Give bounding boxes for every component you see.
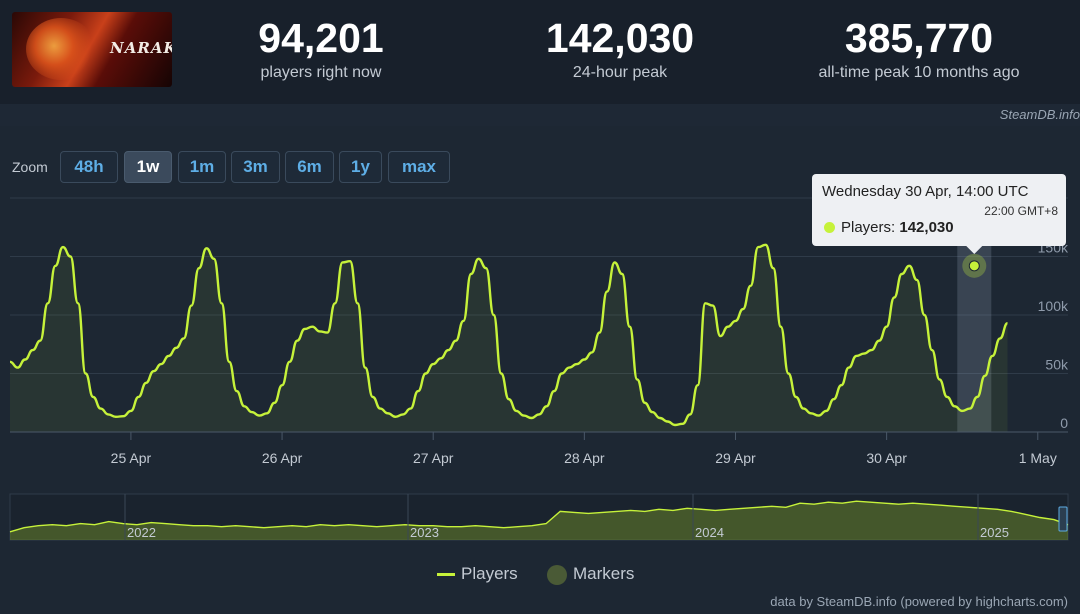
navigator-line xyxy=(9,500,1069,533)
zoom-48h-button[interactable]: 48h xyxy=(60,151,118,183)
navigator-year-label: 2024 xyxy=(695,525,724,540)
players-line[interactable] xyxy=(9,243,1009,427)
stat-value: 385,770 xyxy=(844,15,994,61)
navigator-handle xyxy=(1058,506,1068,532)
x-axis: 25 Apr 26 Apr 27 Apr 28 Apr 29 Apr 30 Apr 1 Ma… xyxy=(10,431,1068,466)
stat-value: 94,201 xyxy=(258,15,384,61)
zoom-label: Zoom xyxy=(12,159,48,175)
zoom-1w-button[interactable]: 1w xyxy=(124,151,172,183)
header: NARAKA 94,201 players right now 142,030 … xyxy=(0,0,1080,104)
logo-artwork xyxy=(26,18,96,80)
x-tick-label: 28 Apr xyxy=(564,450,605,466)
zoom-3m-button[interactable]: 3m xyxy=(231,151,280,183)
navigator-year-label: 2023 xyxy=(410,525,439,540)
legend: Players Markers xyxy=(0,562,1080,588)
tooltip-series-dot xyxy=(824,222,835,233)
steamdb-credit[interactable]: SteamDB.info xyxy=(999,107,1080,122)
stat-label: players right now xyxy=(260,64,382,81)
x-tick-label: 25 Apr xyxy=(111,450,152,466)
zoom-1y-button[interactable]: 1y xyxy=(339,151,382,183)
x-tick-label: 26 Apr xyxy=(262,450,303,466)
tooltip-value: 142,030 xyxy=(899,219,954,236)
chart-credit[interactable]: data by SteamDB.info (powered by highcha… xyxy=(770,594,1068,609)
stat-value: 142,030 xyxy=(545,15,695,61)
navigator-background xyxy=(9,493,1069,541)
y-tick-label: 100k xyxy=(1038,298,1069,314)
y-tick-label: 0 xyxy=(1060,415,1068,431)
stat-24h-peak: 142,030 24-hour peak xyxy=(470,14,770,82)
tooltip-date: Wednesday 30 Apr, 14:00 UTC xyxy=(822,183,1029,200)
stat-all-time-peak: 385,770 all-time peak 10 months ago xyxy=(769,14,1069,82)
stat-label: all-time peak 10 months ago xyxy=(818,64,1020,81)
logo-text: NARAKA xyxy=(110,39,172,57)
tooltip-pointer xyxy=(966,246,983,254)
navigator-year-label: 2025 xyxy=(980,525,1009,540)
navigator-year-label: 2022 xyxy=(127,525,156,540)
game-logo[interactable]: NARAKA xyxy=(12,12,172,87)
y-tick-label: 50k xyxy=(1045,357,1069,373)
x-tick-label: 29 Apr xyxy=(715,450,756,466)
players-area xyxy=(10,244,1008,432)
hover-point xyxy=(968,260,980,272)
tooltip-series-name: Players xyxy=(841,219,892,236)
markers-swatch xyxy=(547,565,567,585)
stat-players-now: 94,201 players right now xyxy=(171,14,471,82)
x-tick-label: 1 May xyxy=(1019,450,1057,466)
navigator-area xyxy=(10,501,1068,540)
x-tick-label: 27 Apr xyxy=(413,450,454,466)
legend-markers-label: Markers xyxy=(573,564,635,583)
tooltip: Wednesday 30 Apr, 14:00 UTC 22:00 GMT+8 … xyxy=(812,174,1066,246)
navigator[interactable]: 2022 2023 2024 2025 xyxy=(9,493,1069,541)
x-tick-label: 30 Apr xyxy=(866,450,907,466)
zoom-1m-button[interactable]: 1m xyxy=(178,151,226,183)
stat-label: 24-hour peak xyxy=(572,64,668,81)
players-swatch xyxy=(437,573,455,576)
zoom-max-button[interactable]: max xyxy=(388,151,450,183)
hover-marker-group xyxy=(962,246,987,278)
zoom-6m-button[interactable]: 6m xyxy=(285,151,334,183)
legend-players-label: Players xyxy=(461,564,518,583)
tooltip-local-time: 22:00 GMT+8 xyxy=(984,204,1058,218)
tooltip-series: Players: 142,030 xyxy=(841,219,954,236)
